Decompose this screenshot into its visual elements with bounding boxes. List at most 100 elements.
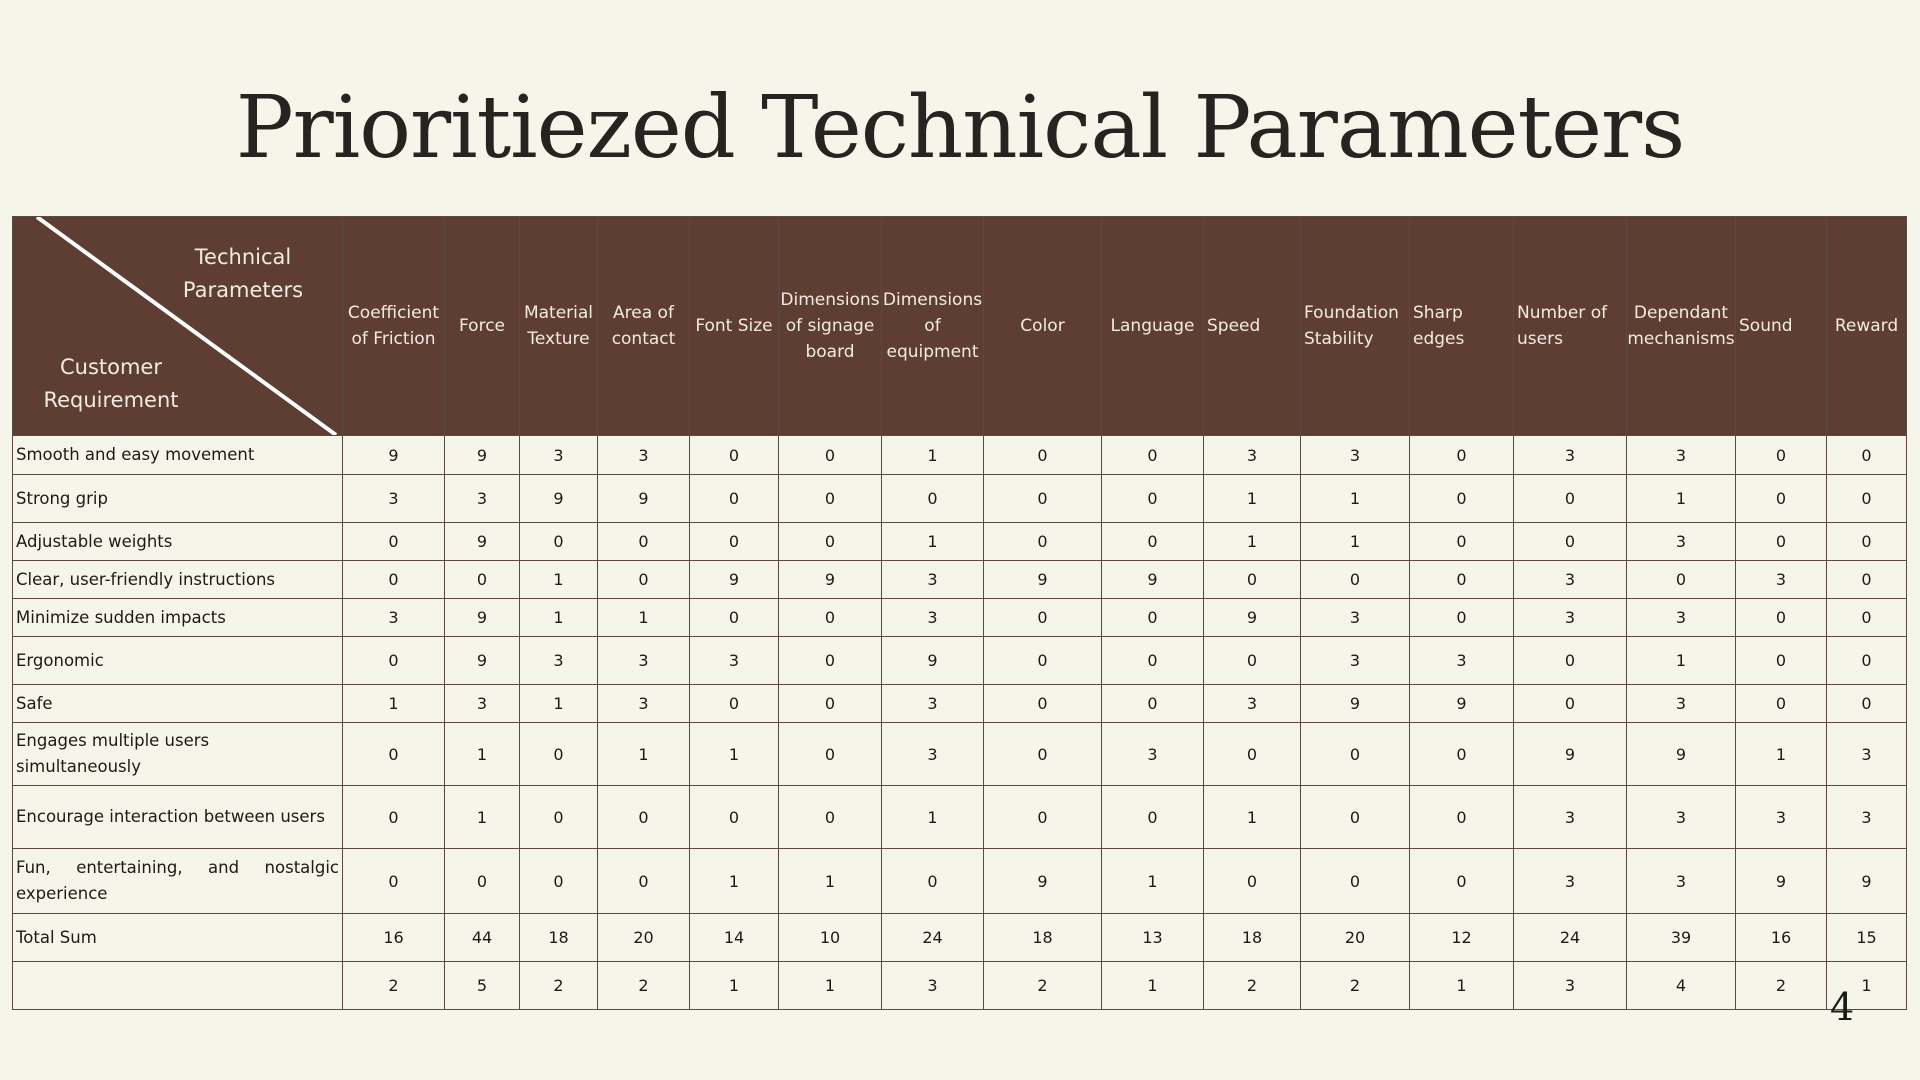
score-cell: 0 [689, 522, 779, 561]
score-cell: 0 [1101, 598, 1204, 637]
score-cell: 9 [1101, 560, 1204, 599]
score-cell: 3 [342, 474, 445, 523]
score-cell: 0 [1513, 522, 1627, 561]
score-cell: 0 [983, 598, 1102, 637]
score-cell: 0 [1513, 684, 1627, 723]
requirement-label [12, 961, 343, 1010]
score-cell: 0 [597, 522, 690, 561]
score-cell: 1 [1626, 636, 1736, 685]
score-cell: 0 [778, 522, 882, 561]
table-row: Engages multiple users simultaneously 0 1 0… [12, 722, 1907, 786]
score-cell: 0 [778, 636, 882, 685]
score-cell: 0 [519, 785, 598, 849]
score-cell: 0 [1300, 785, 1410, 849]
score-cell: 1 [1203, 785, 1301, 849]
score-cell: 0 [597, 848, 690, 914]
score-cell: 2 [519, 961, 598, 1010]
score-cell: 0 [1735, 474, 1827, 523]
score-cell: 1 [1101, 961, 1204, 1010]
score-cell: 5 [444, 961, 520, 1010]
requirement-label: Engages multiple users simultaneously [12, 722, 343, 786]
priority-matrix-table: Technical Parameters Customer Requiremen… [12, 216, 1907, 1010]
score-cell: 1 [1735, 722, 1827, 786]
score-cell: 1 [778, 961, 882, 1010]
score-cell: 0 [1826, 560, 1907, 599]
score-cell: 9 [597, 474, 690, 523]
score-cell: 1 [342, 684, 445, 723]
score-cell: 10 [778, 913, 882, 962]
score-cell: 9 [1203, 598, 1301, 637]
score-cell: 0 [1409, 785, 1514, 849]
score-cell: 44 [444, 913, 520, 962]
table-row: Clear, user-friendly instructions 0 0 1 0 9 9 3… [12, 560, 1907, 599]
score-cell: 0 [342, 560, 445, 599]
score-cell: 3 [597, 684, 690, 723]
score-cell: 0 [1101, 636, 1204, 685]
corner-header-cell: Technical Parameters Customer Requiremen… [12, 216, 343, 436]
score-cell: 1 [689, 848, 779, 914]
score-cell: 1 [444, 785, 520, 849]
score-cell: 0 [1826, 636, 1907, 685]
score-cell: 0 [1826, 522, 1907, 561]
score-cell: 3 [1826, 785, 1907, 849]
score-cell: 1 [597, 598, 690, 637]
column-header: Dimensions of signage board [778, 216, 882, 436]
score-cell: 0 [778, 785, 882, 849]
score-cell: 0 [983, 785, 1102, 849]
score-cell: 9 [983, 848, 1102, 914]
requirement-label: Safe [12, 684, 343, 723]
score-cell: 1 [881, 785, 984, 849]
score-cell: 3 [519, 636, 598, 685]
requirement-label: Total Sum [12, 913, 343, 962]
corner-bottom-label: Customer Requirement [43, 355, 179, 412]
score-cell: 0 [342, 848, 445, 914]
column-header: Sharp edges [1409, 216, 1514, 436]
score-cell: 9 [519, 474, 598, 523]
score-cell: 0 [1826, 474, 1907, 523]
table-row: Strong grip 3 3 9 9 0 0 0 0 0 1 1 0 0 1 0 0 [12, 474, 1907, 523]
requirement-label: Fun, entertaining, and nostalgic experie… [12, 848, 343, 914]
column-header: Coefficient of Friction [342, 216, 445, 436]
score-cell: 3 [1513, 560, 1627, 599]
score-cell: 3 [1203, 684, 1301, 723]
score-cell: 20 [1300, 913, 1410, 962]
score-cell: 3 [1101, 722, 1204, 786]
score-cell: 0 [689, 474, 779, 523]
score-cell: 2 [597, 961, 690, 1010]
score-cell: 3 [881, 722, 984, 786]
score-cell: 3 [1513, 435, 1627, 475]
score-cell: 9 [342, 435, 445, 475]
score-cell: 9 [881, 636, 984, 685]
score-cell: 0 [983, 435, 1102, 475]
score-cell: 0 [342, 722, 445, 786]
score-cell: 3 [444, 474, 520, 523]
score-cell: 9 [444, 522, 520, 561]
score-cell: 3 [1626, 848, 1736, 914]
score-cell: 0 [342, 785, 445, 849]
score-cell: 1 [444, 722, 520, 786]
score-cell: 16 [1735, 913, 1827, 962]
column-header: Foundation Stability [1300, 216, 1410, 436]
score-cell: 0 [1409, 435, 1514, 475]
column-header: Speed [1203, 216, 1301, 436]
table-row: Minimize sudden impacts 3 9 1 1 0 0 3 0 0 9 3 0 3 3 0 0 [12, 598, 1907, 637]
score-cell: 1 [1826, 961, 1907, 1010]
score-cell: 2 [1300, 961, 1410, 1010]
score-cell: 3 [444, 684, 520, 723]
score-cell: 9 [1626, 722, 1736, 786]
page-number: 4 [1830, 985, 1855, 1029]
score-cell: 1 [1300, 474, 1410, 523]
score-cell: 0 [597, 785, 690, 849]
score-cell: 0 [1101, 522, 1204, 561]
requirement-label: Smooth and easy movement [12, 435, 343, 475]
score-cell: 18 [983, 913, 1102, 962]
score-cell: 3 [1735, 785, 1827, 849]
score-cell: 2 [1203, 961, 1301, 1010]
score-cell: 3 [1203, 435, 1301, 475]
score-cell: 0 [1826, 598, 1907, 637]
score-cell: 0 [1203, 636, 1301, 685]
score-cell: 0 [1300, 560, 1410, 599]
score-cell: 3 [1300, 435, 1410, 475]
score-cell: 9 [778, 560, 882, 599]
